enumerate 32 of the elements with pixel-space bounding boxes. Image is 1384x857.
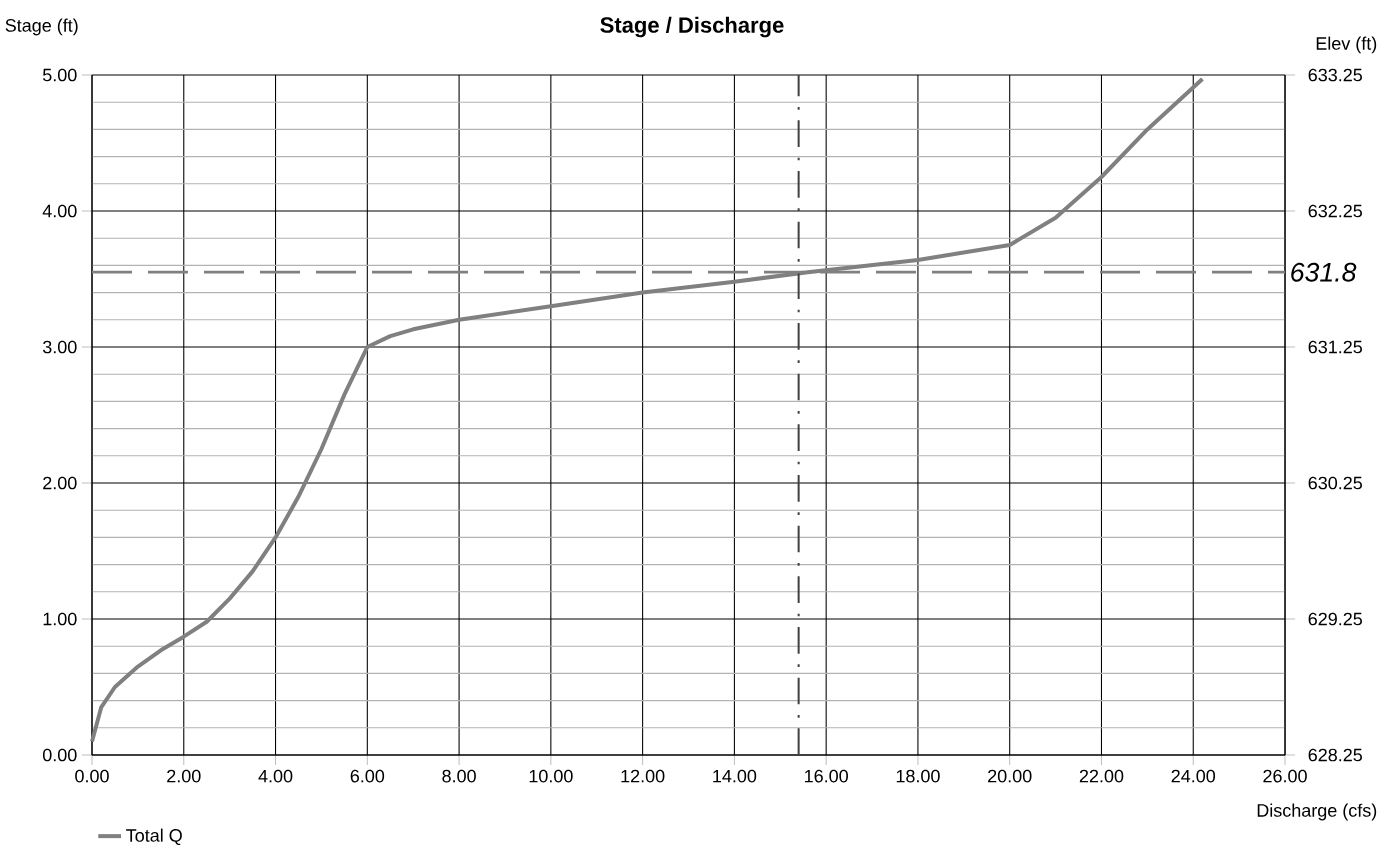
x-tick-label: 2.00 [167,769,201,783]
y2-axis-title: Elev (ft) [1316,36,1377,54]
y-tick-label: 5.00 [42,68,77,82]
x-tick-label: 24.00 [1171,769,1216,783]
x-tick-label: 18.00 [896,769,940,783]
x-tick-label: 20.00 [988,769,1032,783]
ref-line-label: 631.8 [1291,262,1357,282]
x-tick-label: 4.00 [258,769,293,783]
y2-tick-label: 631.25 [1308,340,1363,354]
x-tick-label: 6.00 [350,769,385,783]
y-tick-label: 0.00 [42,748,77,762]
x-tick-label: 16.00 [805,769,848,783]
x-tick-label: 26.00 [1263,769,1307,783]
x-tick-label: 14.00 [713,769,757,783]
y-axis-title: Stage (ft) [5,18,78,36]
x-tick-label: 22.00 [1079,769,1124,783]
y-tick-label: 1.00 [43,612,77,626]
x-tick-label: 0.00 [75,769,109,783]
x-axis-title: Discharge (cfs) [1257,803,1377,821]
x-tick-label: 12.00 [621,769,665,783]
y2-tick-label: 629.25 [1308,612,1363,626]
y2-tick-label: 630.25 [1308,476,1363,490]
chart-title: Stage / Discharge [600,16,784,38]
legend-label: Total Q [126,828,182,846]
y2-tick-label: 632.25 [1308,204,1363,218]
y-tick-label: 2.00 [43,476,77,490]
x-tick-label: 8.00 [442,769,476,783]
x-tick-label: 10.00 [529,769,573,783]
y-tick-label: 3.00 [42,340,77,354]
y2-tick-label: 628.25 [1308,748,1363,762]
y-tick-label: 4.00 [42,204,77,218]
y2-tick-label: 633.25 [1308,68,1363,82]
